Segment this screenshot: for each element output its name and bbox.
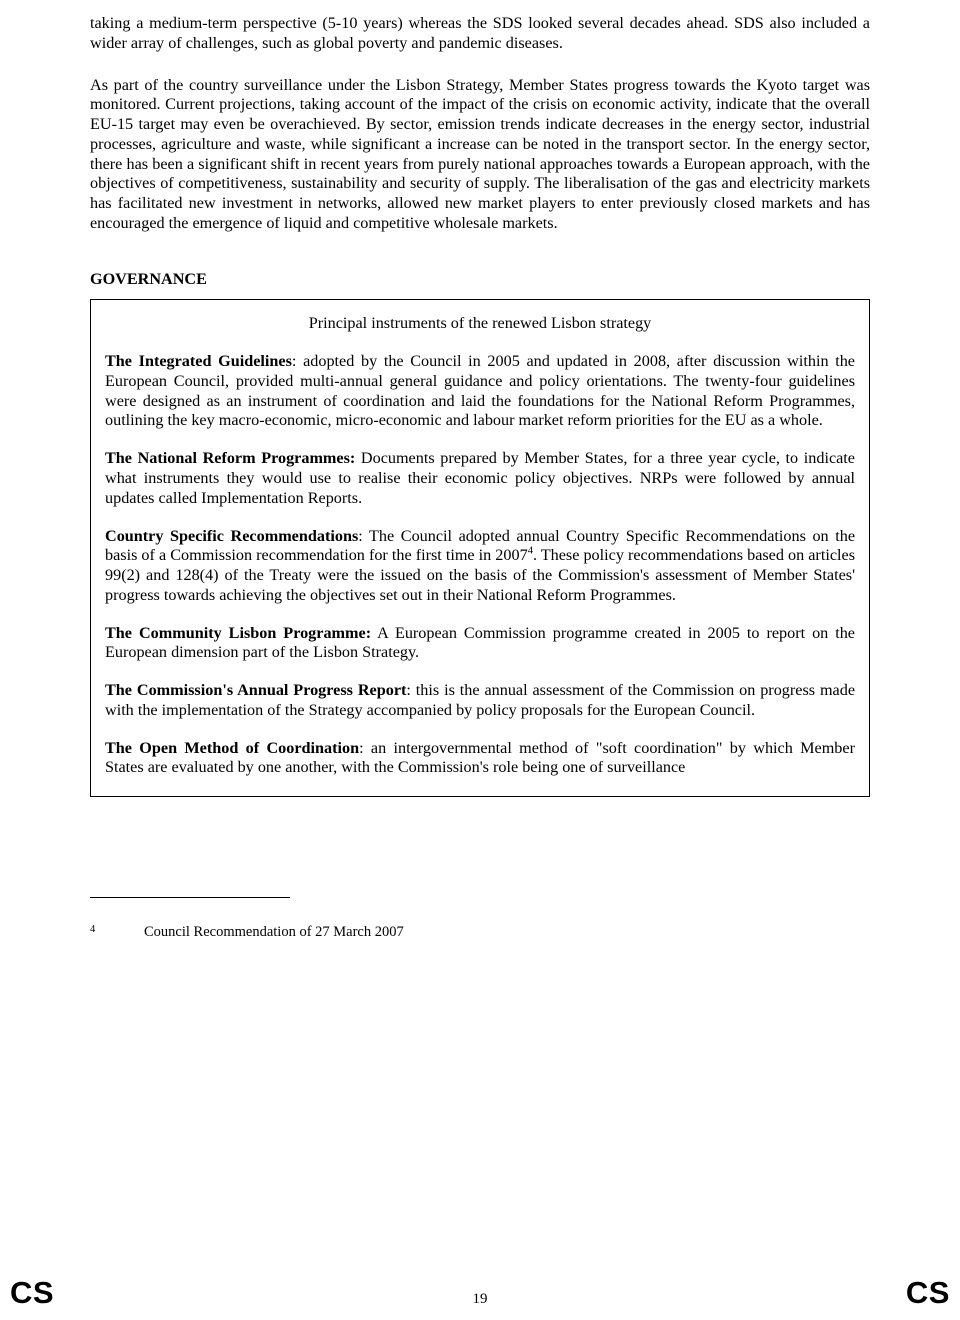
- lead-integrated-guidelines: The Integrated Guidelines: [105, 352, 292, 370]
- lead-clp: The Community Lisbon Programme:: [105, 624, 371, 642]
- box-para-clp: The Community Lisbon Programme: A Europe…: [105, 624, 855, 664]
- footer-right: CS: [906, 1274, 950, 1312]
- page-number: 19: [473, 1290, 488, 1312]
- box-para-csr: Country Specific Recommendations: The Co…: [105, 527, 855, 606]
- lead-csr: Country Specific Recommendations: [105, 527, 358, 545]
- footer-left: CS: [10, 1274, 54, 1312]
- box-para-integrated-guidelines: The Integrated Guidelines: adopted by th…: [105, 352, 855, 431]
- box-para-nrp: The National Reform Programmes: Document…: [105, 449, 855, 508]
- document-page: taking a medium-term perspective (5-10 y…: [0, 0, 960, 1320]
- body-paragraph-1: taking a medium-term perspective (5-10 y…: [90, 14, 870, 54]
- section-heading-governance: GOVERNANCE: [90, 270, 870, 290]
- footnote-marker: 4: [90, 924, 144, 942]
- footnote-4: 4 Council Recommendation of 27 March 200…: [90, 924, 870, 942]
- lead-omc: The Open Method of Coordination: [105, 739, 359, 757]
- instruments-box: Principal instruments of the renewed Lis…: [90, 299, 870, 797]
- box-title: Principal instruments of the renewed Lis…: [105, 314, 855, 334]
- box-para-annual-report: The Commission's Annual Progress Report:…: [105, 681, 855, 721]
- box-para-omc: The Open Method of Coordination: an inte…: [105, 739, 855, 779]
- body-paragraph-2: As part of the country surveillance unde…: [90, 76, 870, 234]
- footnote-text: Council Recommendation of 27 March 2007: [144, 924, 870, 942]
- footnote-separator: [90, 897, 290, 898]
- lead-annual-report: The Commission's Annual Progress Report: [105, 681, 406, 699]
- lead-nrp: The National Reform Programmes:: [105, 449, 355, 467]
- page-footer: CS 19 CS: [0, 1274, 960, 1312]
